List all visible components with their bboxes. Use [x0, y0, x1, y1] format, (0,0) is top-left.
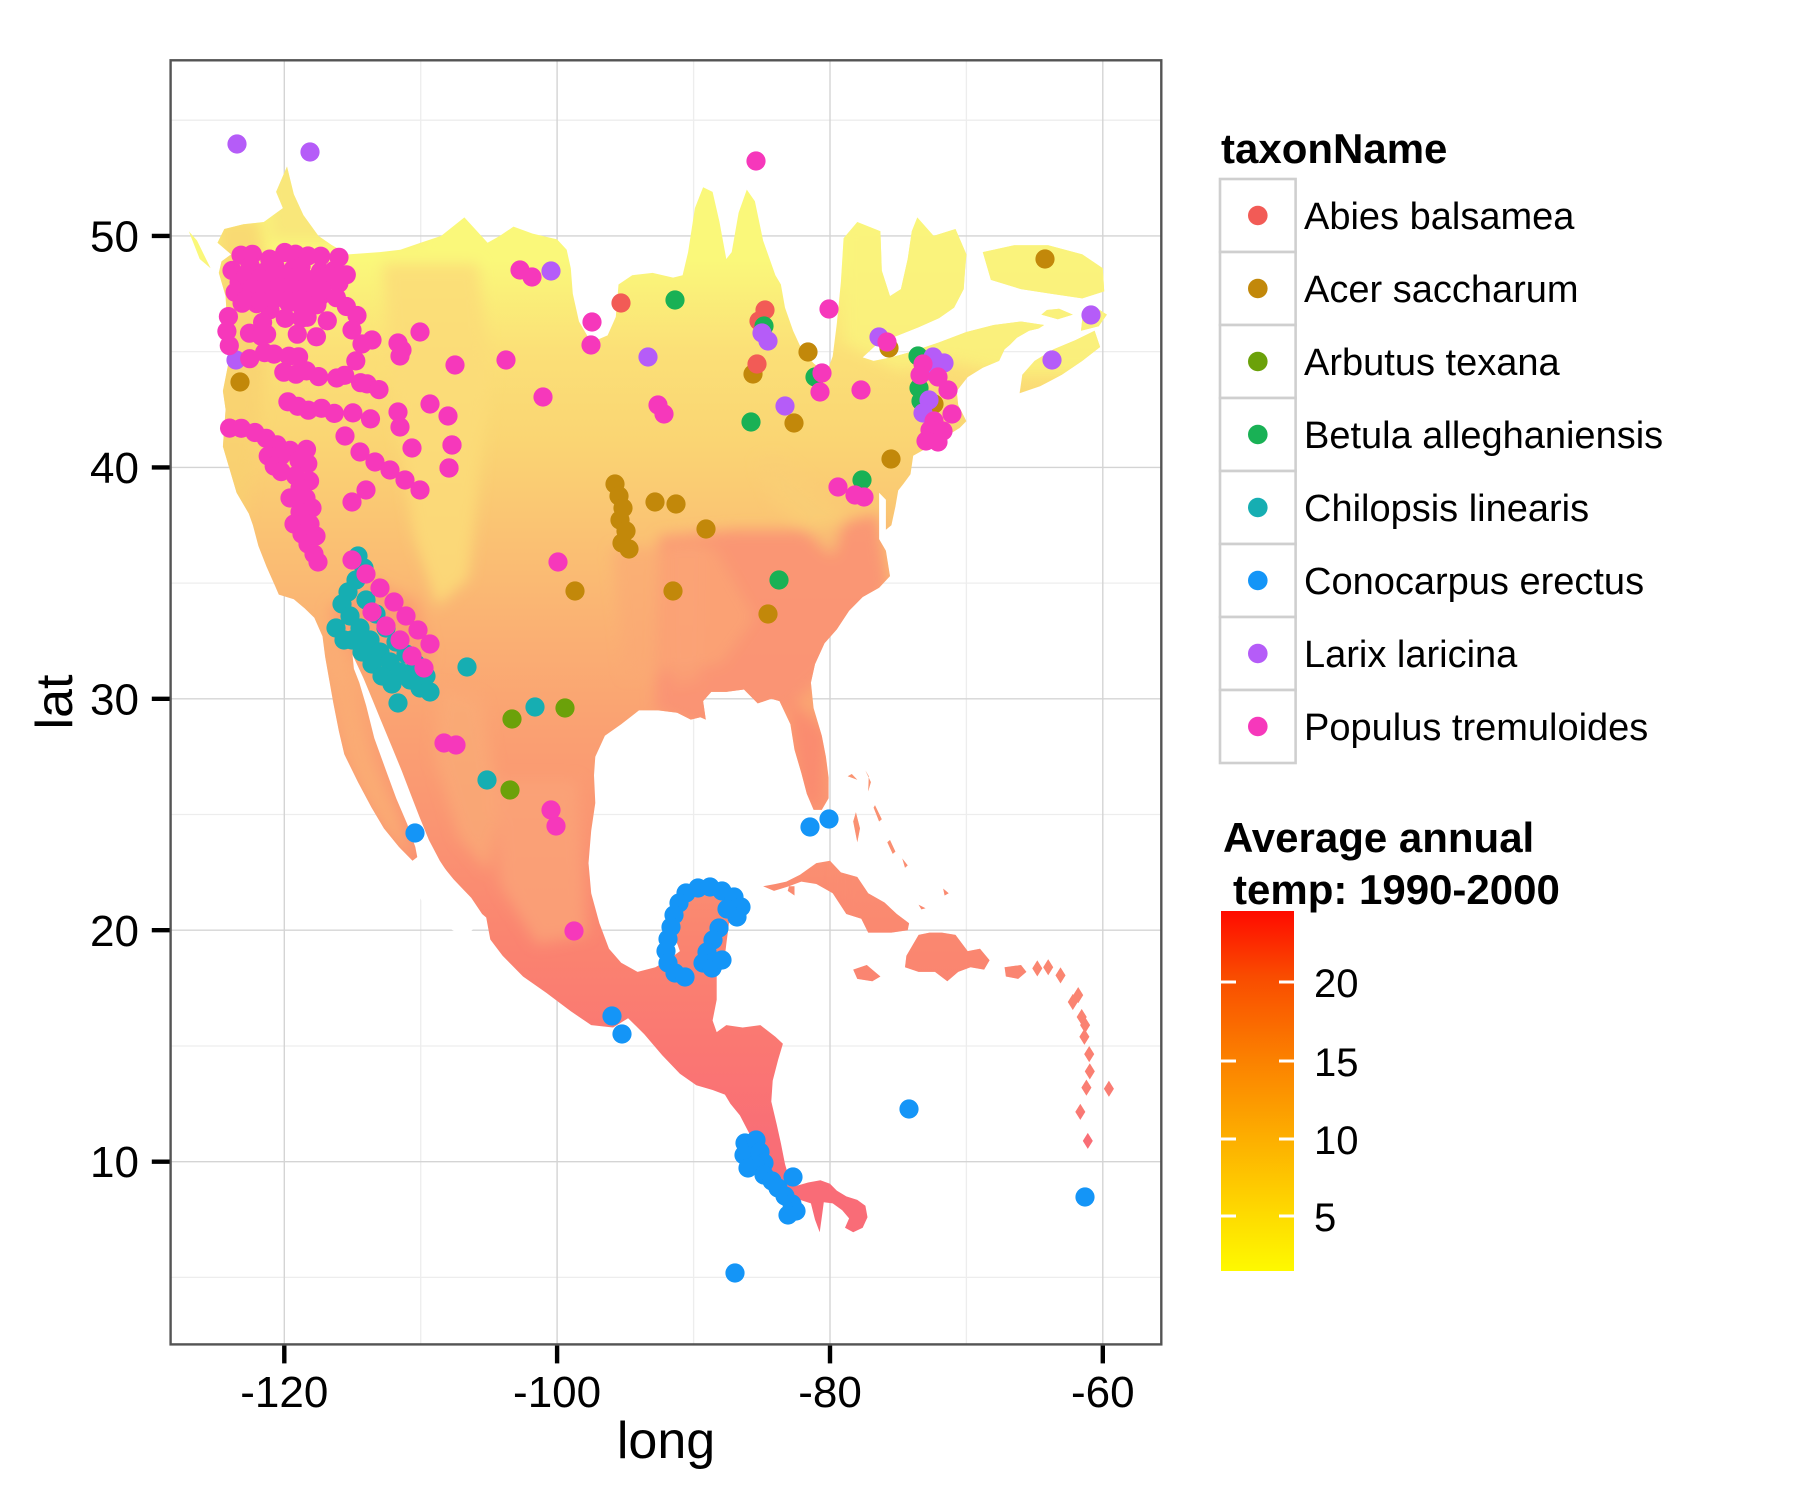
svg-text:20: 20 [1314, 962, 1359, 1006]
svg-text:20: 20 [90, 907, 139, 956]
svg-text:Betula alleghaniensis: Betula alleghaniensis [1304, 415, 1663, 457]
svg-text:Conocarpus erectus: Conocarpus erectus [1304, 561, 1644, 603]
svg-text:-120: -120 [240, 1368, 328, 1417]
svg-text:taxonName: taxonName [1221, 125, 1447, 172]
svg-text:5: 5 [1314, 1196, 1336, 1240]
svg-text:Arbutus texana: Arbutus texana [1304, 342, 1560, 384]
svg-text:Abies balsamea: Abies balsamea [1304, 196, 1575, 238]
svg-text:10: 10 [90, 1138, 139, 1187]
svg-text:long: long [617, 1412, 715, 1470]
svg-text:Acer saccharum: Acer saccharum [1304, 269, 1579, 311]
svg-text:10: 10 [1314, 1119, 1359, 1163]
svg-text:-60: -60 [1071, 1368, 1135, 1417]
svg-text:lat: lat [26, 674, 84, 729]
svg-text:40: 40 [90, 444, 139, 493]
svg-text:50: 50 [90, 212, 139, 261]
svg-text:Average annual: Average annual [1223, 814, 1534, 861]
svg-text:30: 30 [90, 675, 139, 724]
svg-text:temp: 1990-2000: temp: 1990-2000 [1233, 866, 1560, 913]
svg-text:-100: -100 [513, 1368, 601, 1417]
svg-text:15: 15 [1314, 1041, 1359, 1085]
svg-text:Populus tremuloides: Populus tremuloides [1304, 707, 1648, 749]
svg-text:-80: -80 [798, 1368, 862, 1417]
svg-text:Chilopsis linearis: Chilopsis linearis [1304, 488, 1589, 530]
svg-text:Larix laricina: Larix laricina [1304, 634, 1518, 676]
